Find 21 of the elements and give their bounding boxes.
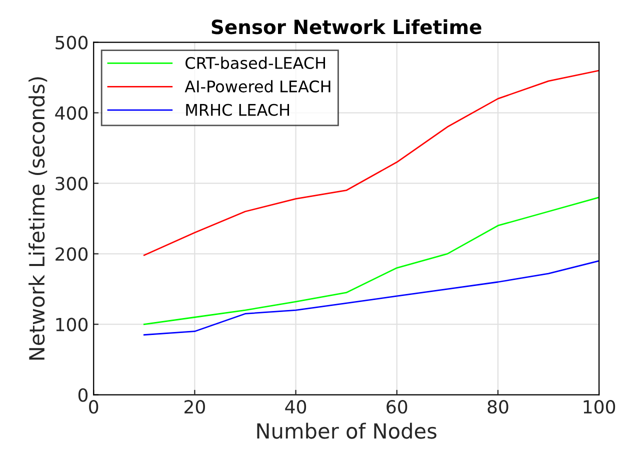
legend-label: AI-Powered LEACH	[184, 80, 330, 92]
x-tick-label: 60	[386, 400, 408, 414]
legend-label: MRHC LEACH	[186, 104, 289, 116]
y-tick-label: 500	[56, 36, 88, 50]
chart-title: Sensor Network Lifetime	[212, 19, 482, 34]
x-tick-label: 40	[285, 400, 306, 414]
line-series	[143, 260, 600, 336]
y-tick-label: 200	[56, 247, 88, 261]
x-tick-label: 20	[184, 400, 205, 414]
line-series	[143, 196, 600, 325]
y-tick-label: 0	[78, 388, 88, 402]
x-tick-label: 100	[584, 400, 616, 414]
x-tick-label: 80	[488, 400, 508, 414]
y-tick-label: 100	[56, 318, 88, 332]
y-tick-label: 300	[56, 176, 88, 190]
line-series	[143, 70, 600, 256]
y-axis-title: Network Lifetime (seconds)	[28, 77, 48, 360]
legend-label: CRT-based-LEACH	[186, 56, 326, 70]
x-axis-title: Number of Nodes	[257, 422, 436, 439]
x-tick-label: 0	[89, 400, 98, 414]
y-tick-label: 400	[55, 106, 88, 120]
